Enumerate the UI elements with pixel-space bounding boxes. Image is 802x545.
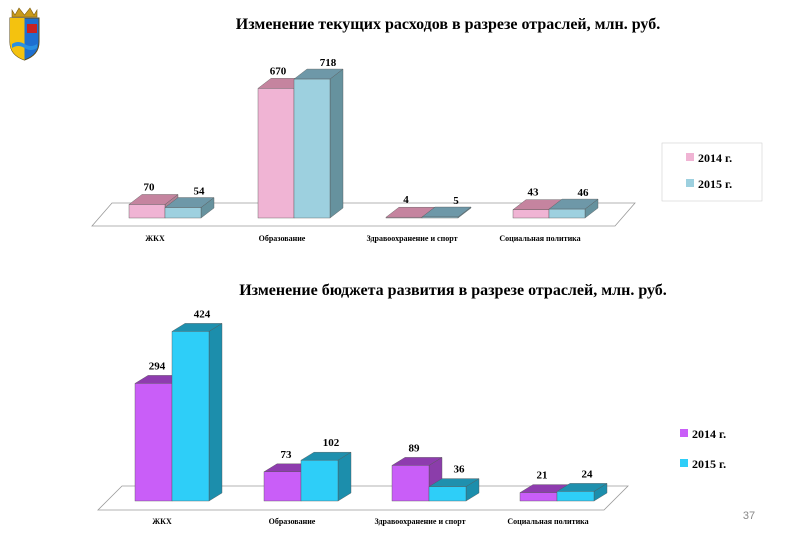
data-label: 36 [454, 464, 466, 476]
data-label: 73 [281, 449, 293, 461]
legend-swatch-2014 [680, 429, 688, 437]
data-label: 670 [270, 65, 287, 77]
data-label: 294 [149, 360, 166, 372]
legend-label-2014: 2014 г. [698, 151, 732, 165]
category-label: Образование [269, 517, 316, 526]
category-label: Социальная политика [507, 517, 588, 526]
chart-development-budget: 294 424 ЖКХ 73 102 Образование 89 36 Здравоохран… [97, 308, 629, 526]
data-label: 718 [320, 57, 337, 69]
data-label: 70 [144, 181, 156, 193]
legend-current-expenses: 2014 г. 2015 г. [661, 142, 763, 202]
category-label: Здравоохранение и спорт [374, 517, 465, 526]
legend-development-budget: 2014 г. 2015 г. [680, 427, 726, 471]
page-number: 37 [743, 510, 755, 522]
category-label: Здравоохранение и спорт [366, 234, 457, 243]
bar-2015-3 [556, 483, 608, 502]
data-label: 4 [403, 194, 409, 206]
chart-title-development-budget: Изменение бюджета развития в разрезе отр… [239, 282, 667, 299]
legend-label-2015: 2015 г. [698, 177, 732, 191]
data-label: 46 [578, 187, 590, 199]
data-label: 54 [194, 186, 206, 198]
bar-2015-0 [171, 323, 223, 502]
data-label: 424 [194, 308, 211, 320]
bar-2015-2 [428, 478, 480, 502]
bar-2015-3 [548, 198, 599, 219]
chart-current-expenses: 70 54 ЖКХ 670 718 Образование 4 5 Здравоохранени… [91, 57, 636, 243]
chart-floor [91, 202, 636, 227]
data-label: 102 [323, 437, 340, 449]
legend-swatch-2015 [686, 179, 694, 187]
category-label: ЖКХ [152, 517, 172, 526]
bar-2015-1 [300, 451, 352, 502]
legend-swatch-2015 [680, 459, 688, 467]
category-label: Образование [259, 234, 306, 243]
category-label: ЖКХ [145, 234, 165, 243]
legend-label-2015: 2015 г. [692, 457, 726, 471]
coat-of-arms-logo [9, 7, 40, 61]
legend-box [661, 142, 763, 202]
data-label: 21 [537, 470, 548, 482]
chart-title-current-expenses: Изменение текущих расходов в разрезе отр… [236, 16, 660, 33]
legend-label-2014: 2014 г. [692, 427, 726, 441]
chart-floor [97, 485, 629, 511]
data-label: 89 [409, 442, 421, 454]
data-label: 43 [528, 187, 540, 199]
category-label: Социальная политика [499, 234, 580, 243]
bar-2015-1 [293, 68, 344, 219]
bar-2015-0 [164, 197, 215, 219]
legend-swatch-2014 [686, 153, 694, 161]
bar-2015-2 [421, 206, 472, 219]
data-label: 5 [453, 195, 459, 207]
data-label: 24 [582, 468, 594, 480]
